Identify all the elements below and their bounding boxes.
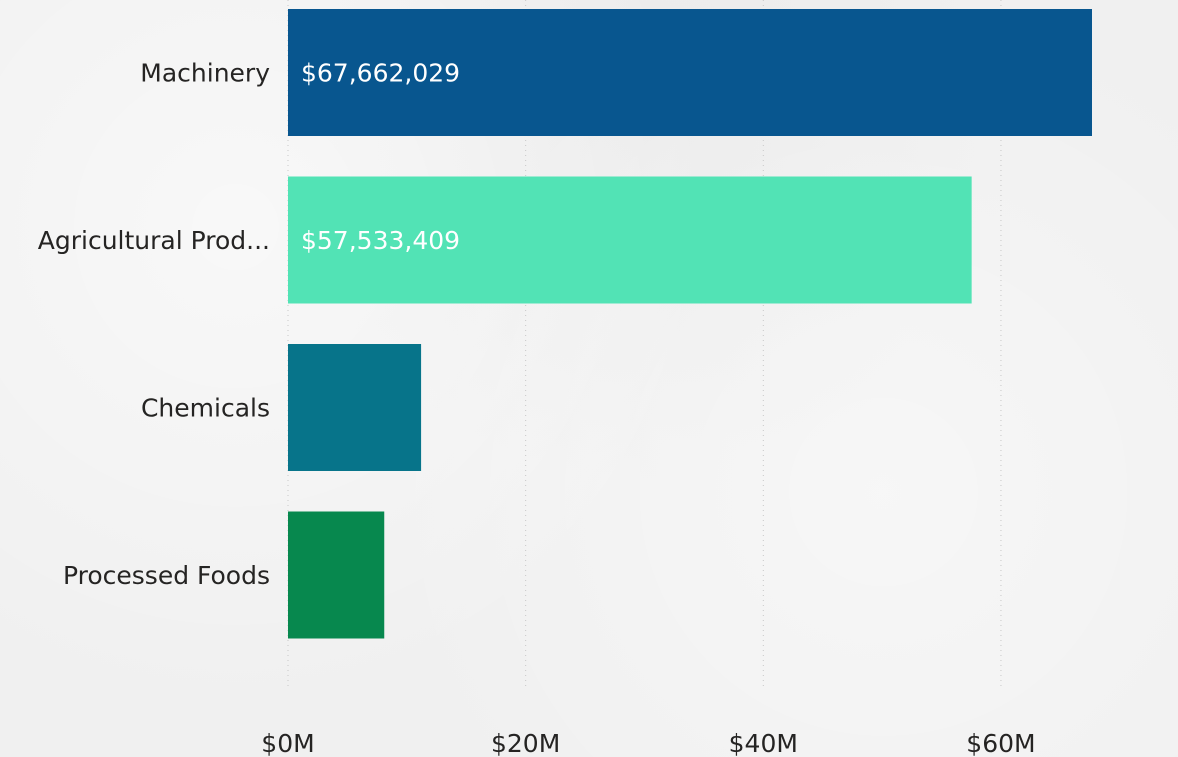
bar-1[interactable] — [288, 176, 972, 304]
x-tick-label-0: $0M — [261, 729, 314, 757]
data-labels: $67,662,029 $57,533,409 — [301, 59, 460, 256]
x-tick-label-3: $60M — [966, 729, 1035, 757]
category-label-2: Chemicals — [141, 394, 270, 423]
data-label-0: $67,662,029 — [301, 59, 460, 88]
x-tick-label-2: $40M — [729, 729, 798, 757]
x-tick-label-1: $20M — [491, 729, 560, 757]
category-label-3: Processed Foods — [63, 561, 270, 590]
bar-0[interactable] — [288, 9, 1092, 136]
category-label-1: Agricultural Prod... — [38, 226, 270, 255]
x-axis: $0M $20M $40M $60M — [261, 729, 1035, 757]
category-labels: Machinery Agricultural Prod... Chemicals Pr… — [38, 59, 270, 591]
bar-3[interactable] — [288, 511, 385, 639]
data-label-1: $57,533,409 — [301, 226, 460, 255]
bars — [288, 9, 1092, 639]
bar-2[interactable] — [288, 344, 422, 471]
category-label-0: Machinery — [140, 59, 270, 88]
